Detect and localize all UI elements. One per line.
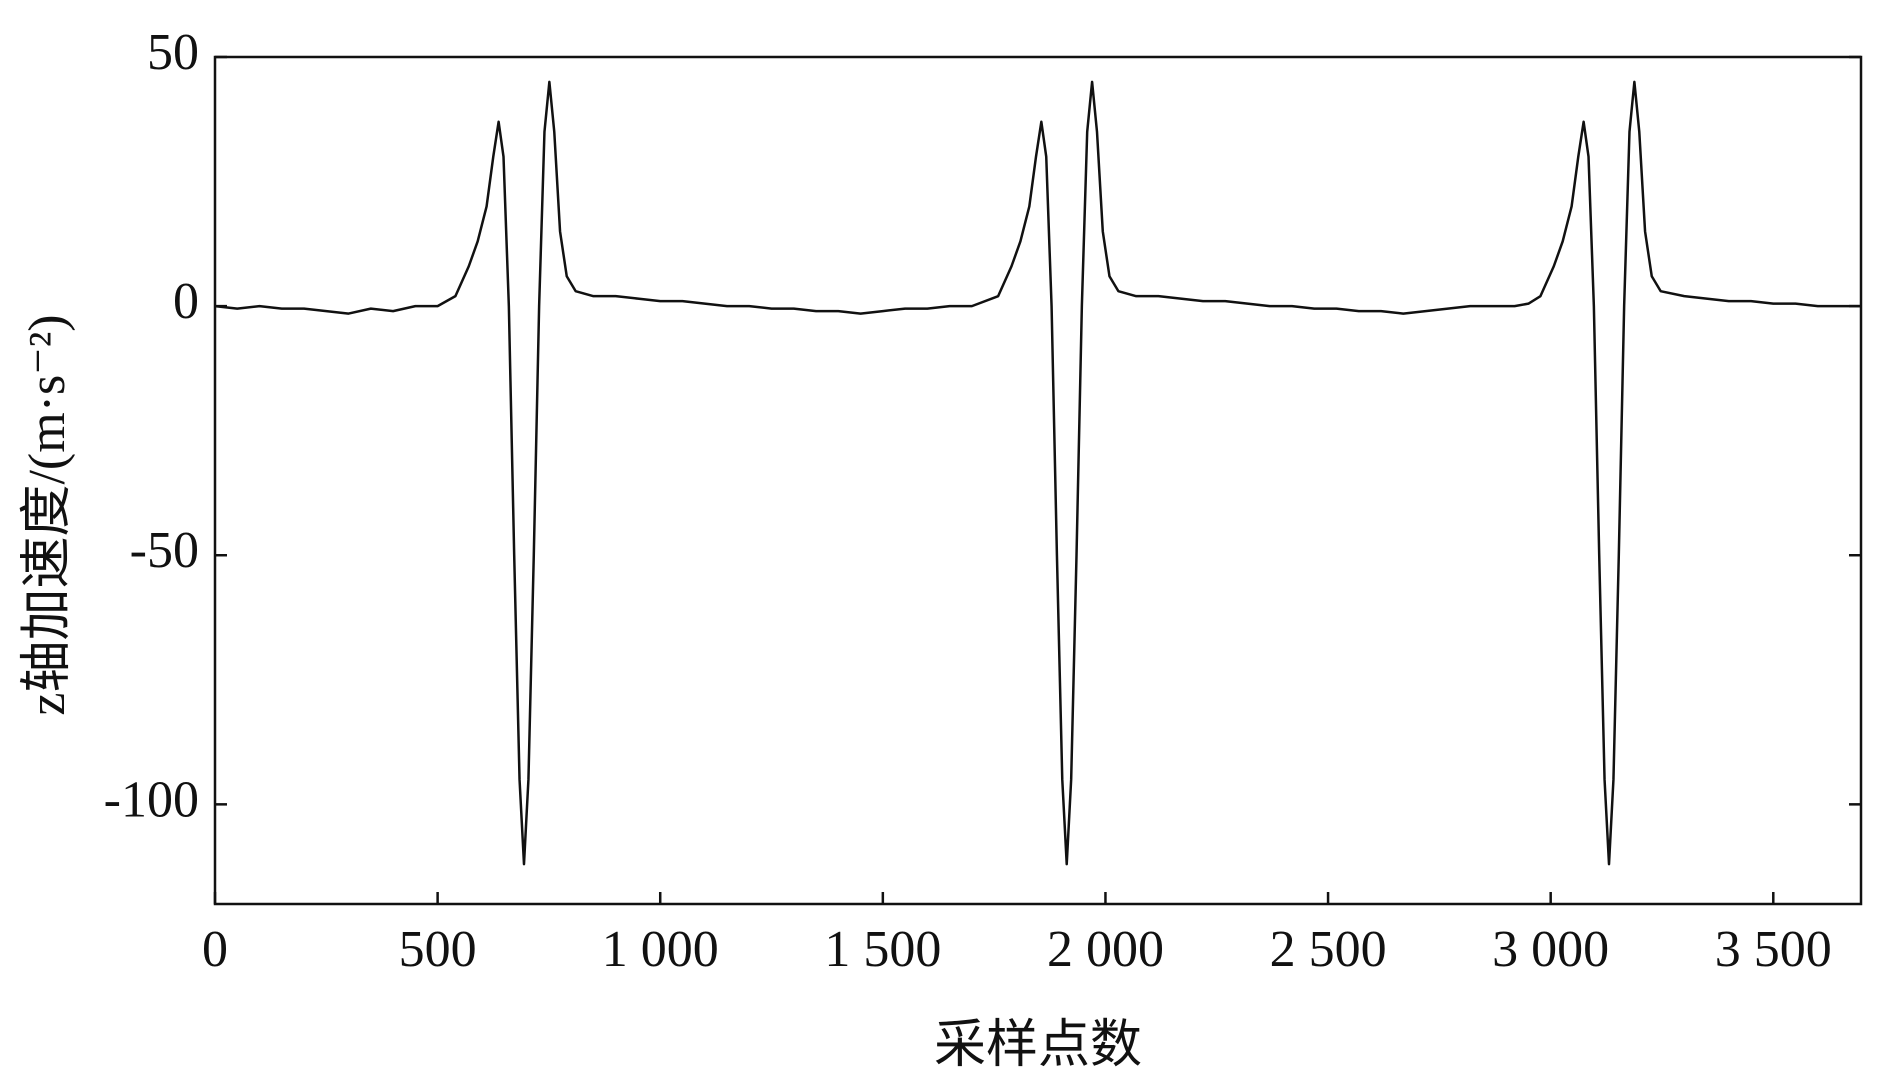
x-tick-label: 2 000 xyxy=(1047,921,1164,978)
x-tick-label: 3 000 xyxy=(1492,921,1609,978)
data-line xyxy=(214,80,1861,866)
y-tick-label: 50 xyxy=(147,24,199,81)
x-axis-title: 采样点数 xyxy=(934,1017,1142,1074)
y-tick-label: -50 xyxy=(130,522,199,579)
x-tick-label: 3 500 xyxy=(1715,921,1832,978)
x-tick-label: 500 xyxy=(399,921,477,978)
y-tick-label: 0 xyxy=(173,273,199,330)
y-axis-title: z轴加速度/(m·s⁻²) xyxy=(19,314,76,715)
plot-frame xyxy=(213,55,1863,906)
x-tick-label: 1 000 xyxy=(602,921,719,978)
x-tick-label: 2 500 xyxy=(1270,921,1387,978)
x-tick-label: 0 xyxy=(202,921,228,978)
x-tick-label: 1 500 xyxy=(824,921,941,978)
y-tick-label: -100 xyxy=(104,771,199,828)
